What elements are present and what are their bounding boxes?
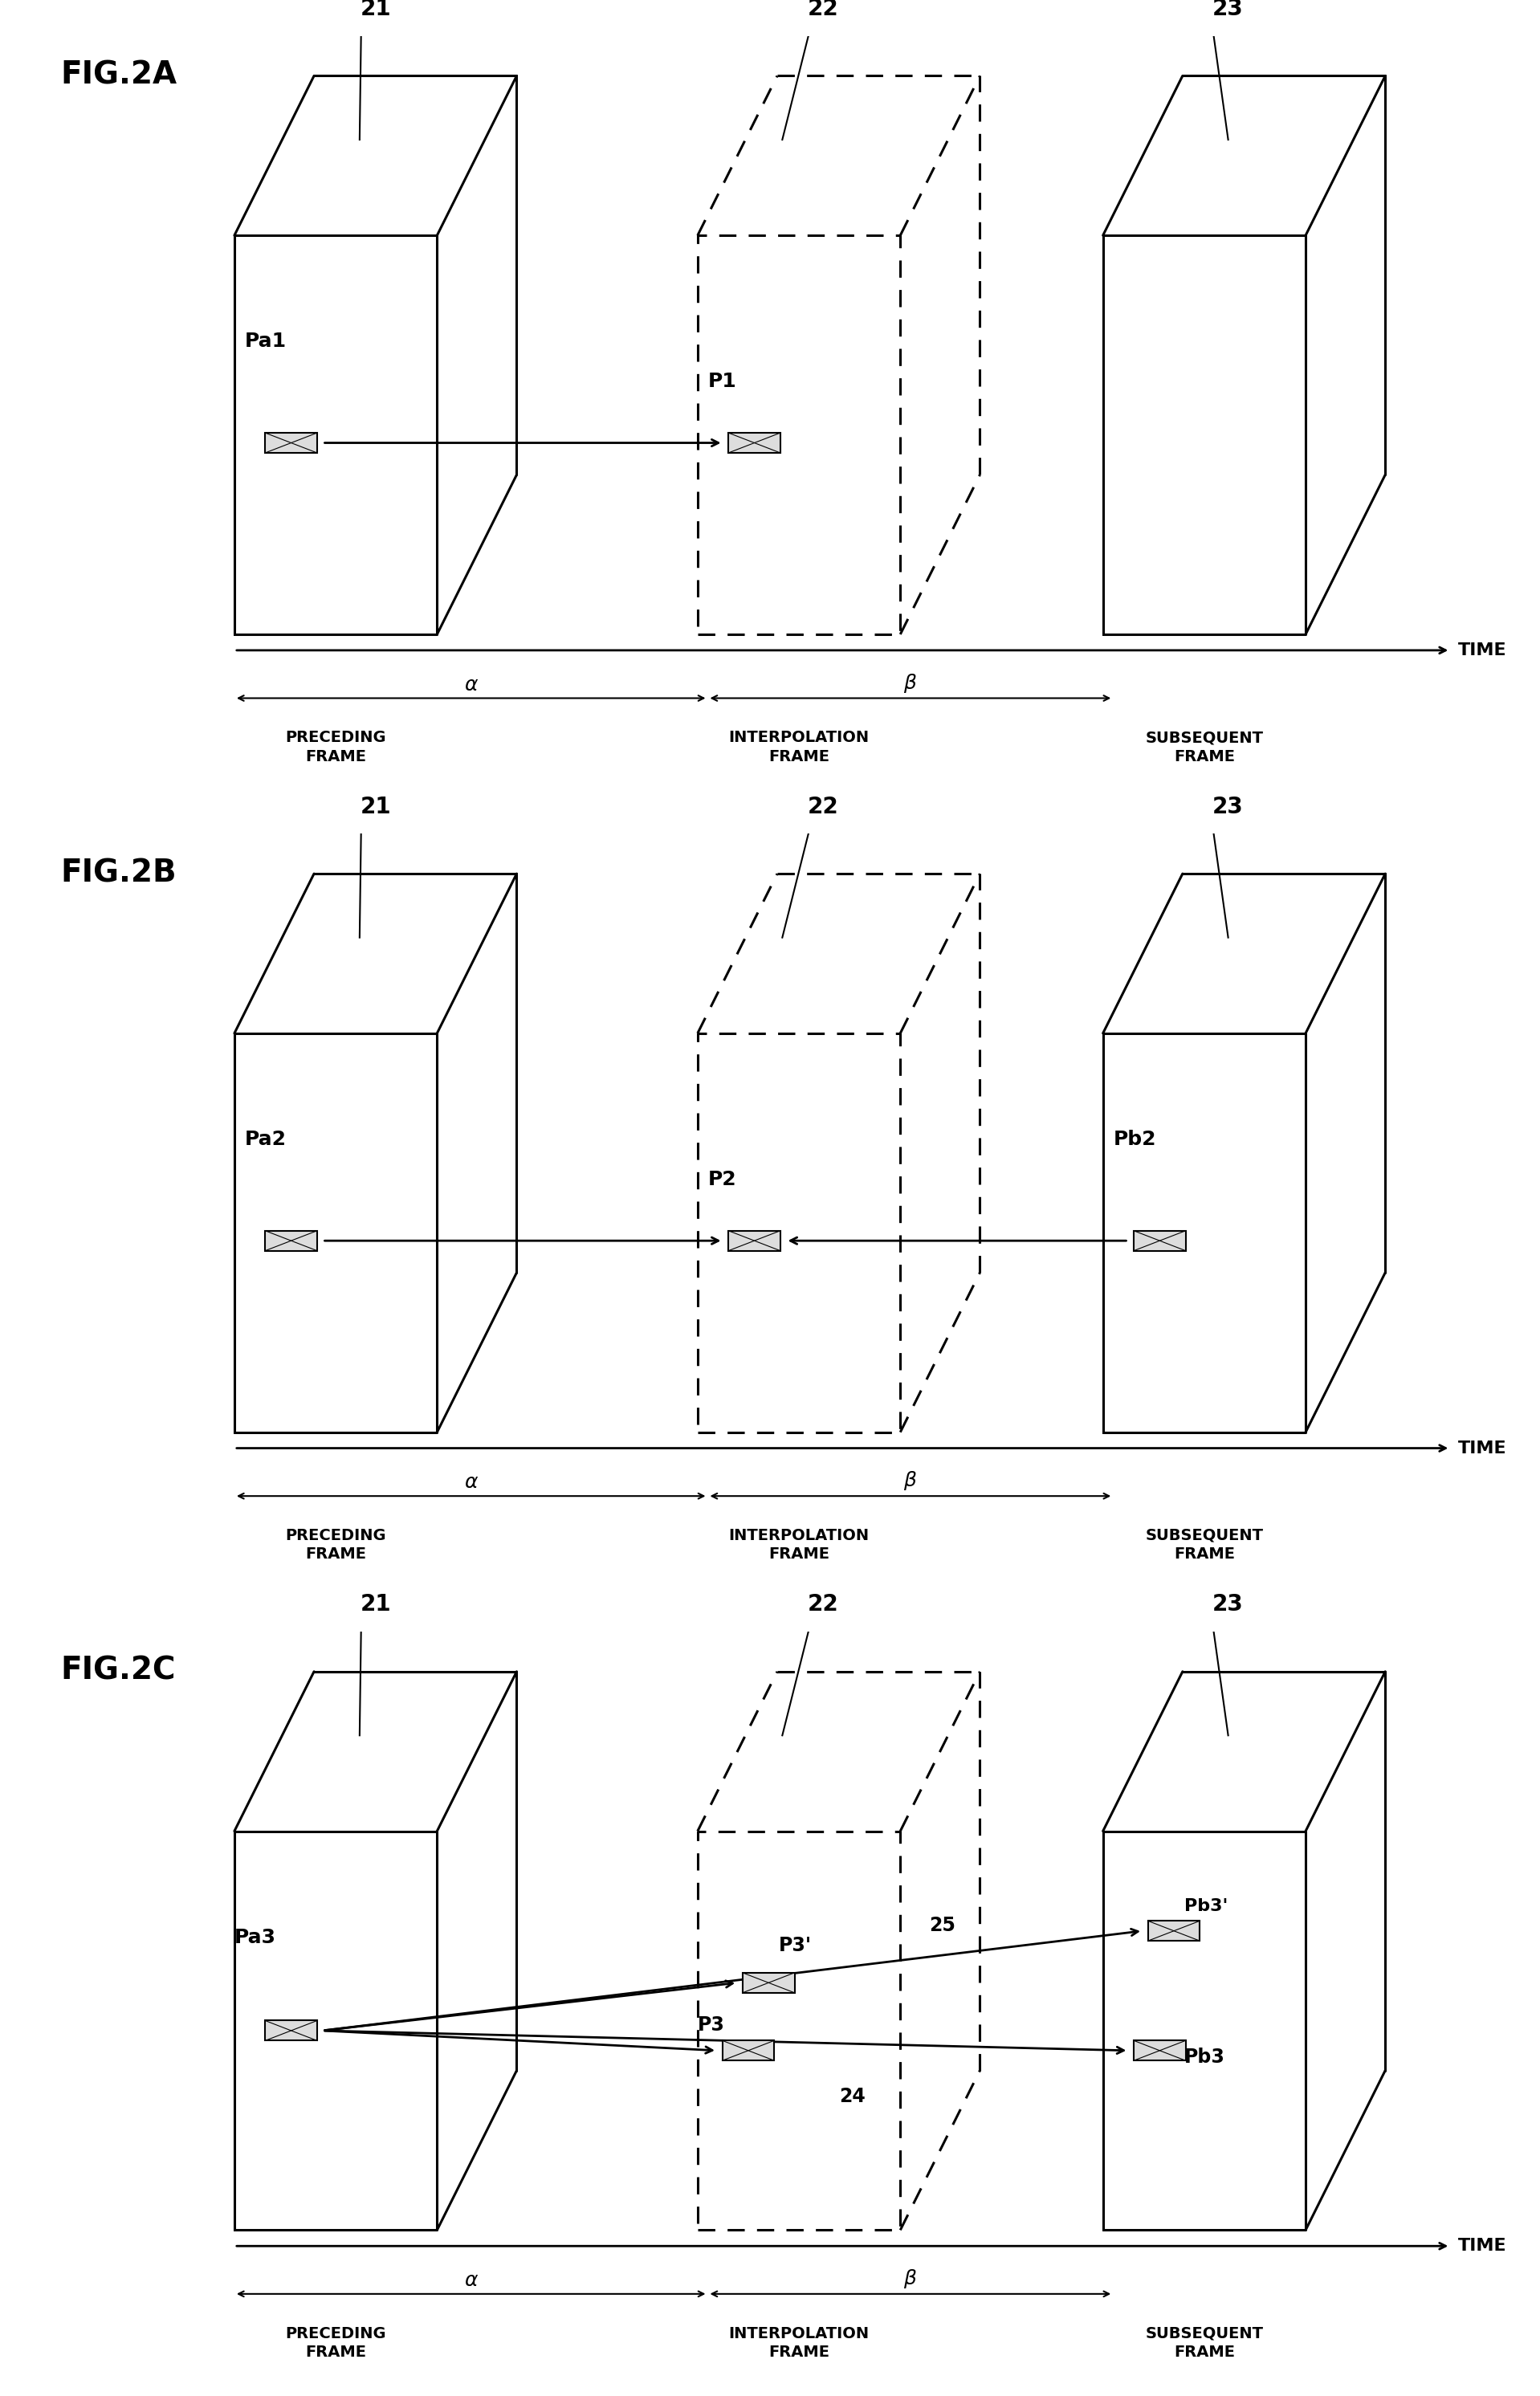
Text: PRECEDING
FRAME: PRECEDING FRAME — [285, 2327, 387, 2360]
Text: 21: 21 — [360, 0, 391, 19]
Text: Pb3: Pb3 — [1184, 2046, 1224, 2065]
Text: Pb2: Pb2 — [1113, 1131, 1157, 1150]
Text: P2: P2 — [708, 1169, 736, 1188]
Text: 24: 24 — [839, 2087, 865, 2106]
Text: 23: 23 — [1212, 0, 1244, 19]
Text: P3': P3' — [779, 1936, 812, 1955]
Bar — [1147, 1922, 1200, 1941]
Text: SUBSEQUENT
FRAME: SUBSEQUENT FRAME — [1146, 731, 1263, 764]
Text: FIG.2B: FIG.2B — [60, 858, 177, 889]
Text: TIME: TIME — [1457, 2238, 1506, 2255]
Text: Pb3': Pb3' — [1184, 1898, 1227, 1914]
Text: 25: 25 — [929, 1917, 956, 1936]
Bar — [728, 434, 781, 453]
Text: $\beta$: $\beta$ — [904, 1469, 918, 1493]
Bar — [265, 1232, 317, 1251]
Bar — [265, 434, 317, 453]
Bar — [1133, 1232, 1186, 1251]
Text: SUBSEQUENT
FRAME: SUBSEQUENT FRAME — [1146, 2327, 1263, 2360]
Text: SUBSEQUENT
FRAME: SUBSEQUENT FRAME — [1146, 1529, 1263, 1562]
Text: $\beta$: $\beta$ — [904, 671, 918, 695]
Bar — [722, 2041, 775, 2061]
Text: PRECEDING
FRAME: PRECEDING FRAME — [285, 731, 387, 764]
Text: Pa1: Pa1 — [245, 333, 286, 352]
Bar — [265, 2020, 317, 2041]
Text: 22: 22 — [807, 0, 838, 19]
Text: 21: 21 — [360, 795, 391, 817]
Bar — [728, 1232, 781, 1251]
Text: FIG.2C: FIG.2C — [60, 1656, 176, 1687]
Text: TIME: TIME — [1457, 642, 1506, 659]
Text: 22: 22 — [807, 795, 838, 817]
Text: 23: 23 — [1212, 795, 1244, 817]
Text: $\alpha$: $\alpha$ — [464, 2271, 479, 2291]
Text: Pa3: Pa3 — [234, 1929, 276, 1948]
Text: FIG.2A: FIG.2A — [60, 60, 177, 91]
Text: $\alpha$: $\alpha$ — [464, 1474, 479, 1493]
Bar — [742, 1972, 795, 1993]
Text: INTERPOLATION
FRAME: INTERPOLATION FRAME — [728, 1529, 869, 1562]
Text: PRECEDING
FRAME: PRECEDING FRAME — [285, 1529, 387, 1562]
Text: Pa2: Pa2 — [245, 1131, 286, 1150]
Text: INTERPOLATION
FRAME: INTERPOLATION FRAME — [728, 731, 869, 764]
Text: 23: 23 — [1212, 1593, 1244, 1615]
Text: INTERPOLATION
FRAME: INTERPOLATION FRAME — [728, 2327, 869, 2360]
Text: 21: 21 — [360, 1593, 391, 1615]
Text: P1: P1 — [708, 371, 736, 391]
Text: 22: 22 — [807, 1593, 838, 1615]
Text: $\alpha$: $\alpha$ — [464, 676, 479, 695]
Text: TIME: TIME — [1457, 1440, 1506, 1457]
Bar — [1133, 2041, 1186, 2061]
Text: $\beta$: $\beta$ — [904, 2267, 918, 2291]
Text: P3: P3 — [698, 2015, 725, 2034]
